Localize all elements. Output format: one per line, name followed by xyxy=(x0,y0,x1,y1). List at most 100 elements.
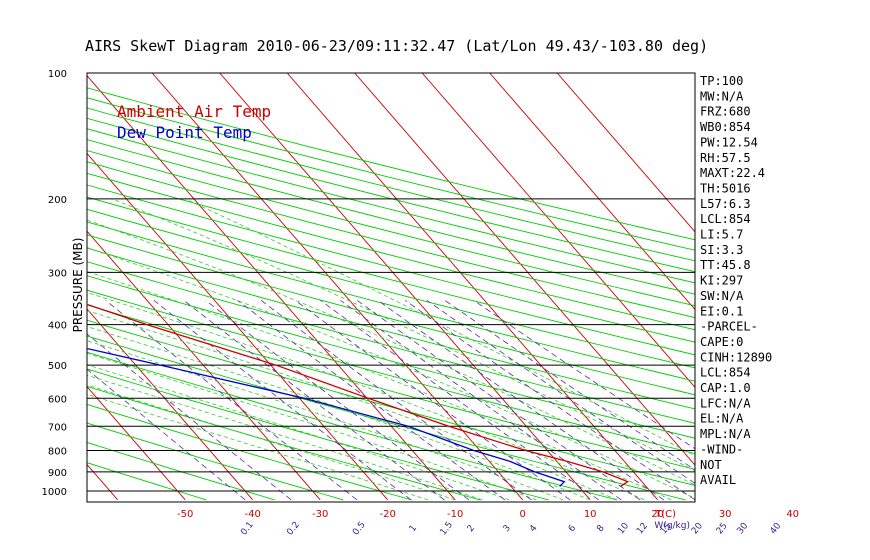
index-value: PW:12.54 xyxy=(700,135,758,149)
dry-adiabat-line xyxy=(87,351,618,501)
dry-adiabat-line xyxy=(87,196,695,356)
y-axis-label: PRESSURE (MB) xyxy=(71,238,85,333)
dry-adiabat-line xyxy=(87,462,207,501)
dry-adiabat-line xyxy=(87,422,344,501)
dry-adiabat-line xyxy=(87,172,695,331)
mixing-ratio-unit-label: W(g/kg) xyxy=(654,521,690,531)
pressure-tick-label: 500 xyxy=(48,361,67,372)
dry-adiabat-line xyxy=(87,275,695,439)
mixing-ratio-tick-label: 1 xyxy=(408,523,419,534)
mixing-ratio-tick-label: 12 xyxy=(635,521,650,536)
dry-adiabat-line xyxy=(87,247,695,410)
mixing-ratio-line xyxy=(87,368,246,501)
dry-adiabat-line xyxy=(87,97,695,251)
isotherm-line xyxy=(151,73,524,501)
temp-unit-label: T(C) xyxy=(654,509,676,520)
index-value: TP:100 xyxy=(700,74,743,88)
axis-tick-labels: 1002003004005006007008009001000-120-110-… xyxy=(42,69,800,537)
isotherm-line xyxy=(87,152,389,501)
dry-adiabat-line xyxy=(87,139,695,295)
mixing-ratio-line xyxy=(87,333,292,501)
dry-adiabat-line xyxy=(87,161,695,319)
bottom-temp-tick-label: -30 xyxy=(312,509,328,520)
dry-adiabat-line xyxy=(87,441,275,501)
index-value: EL:N/A xyxy=(700,412,744,426)
bottom-temp-tick-label: -40 xyxy=(245,509,261,520)
plot-frame xyxy=(86,72,696,503)
dry-adiabat-line xyxy=(87,261,695,424)
moist-adiabat-line xyxy=(87,247,695,499)
isotherm-line xyxy=(87,463,119,501)
mixing-ratio-tick-label: 20 xyxy=(690,521,705,536)
pressure-tick-label: 400 xyxy=(48,321,67,332)
legend: Ambient Air Temp Dew Point Temp xyxy=(117,102,271,142)
pressure-tick-label: 300 xyxy=(48,268,67,279)
moist-adiabat-line xyxy=(87,292,645,501)
bottom-temp-tick-label: 40 xyxy=(786,509,799,520)
dry-adiabat-line xyxy=(87,289,695,454)
mixing-ratio-tick-label: 0.5 xyxy=(351,520,368,537)
bottom-temp-tick-label: 20 xyxy=(651,509,664,520)
moist-adiabat-line xyxy=(87,271,672,501)
dry-adiabat-line xyxy=(87,335,686,501)
moist-adiabat-line xyxy=(87,219,695,486)
index-value: TT:45.8 xyxy=(700,258,751,272)
chart-title: AIRS SkewT Diagram 2010-06-23/09:11:32.4… xyxy=(85,37,708,55)
index-value: L57:6.3 xyxy=(700,197,751,211)
bottom-temp-tick-label: -10 xyxy=(447,509,463,520)
pressure-tick-label: 1000 xyxy=(42,487,67,498)
isotherm-line xyxy=(87,308,254,501)
pressure-tick-label: 700 xyxy=(48,422,67,433)
index-value: LI:5.7 xyxy=(700,228,743,242)
index-value: KI:297 xyxy=(700,274,743,288)
bottom-temp-tick-label: 30 xyxy=(719,509,732,520)
index-value: NOT xyxy=(700,458,722,472)
index-value: MW:N/A xyxy=(700,89,744,103)
dry-adiabat-line xyxy=(87,385,481,501)
index-value: WB0:854 xyxy=(700,120,751,134)
pressure-tick-label: 200 xyxy=(48,195,67,206)
bottom-temp-tick-label: 0 xyxy=(520,509,526,520)
moist-adiabat-line xyxy=(184,198,695,457)
isotherm-line xyxy=(556,73,695,233)
moist-adiabat-line xyxy=(87,310,618,501)
index-value: AVAIL xyxy=(700,473,736,487)
isotherm-line xyxy=(286,73,659,501)
index-value: -WIND- xyxy=(700,442,743,456)
index-value: LCL:854 xyxy=(700,366,751,380)
dry-adiabat-line xyxy=(87,150,695,307)
pressure-tick-label: 800 xyxy=(48,446,67,457)
sounding-lines xyxy=(87,303,630,487)
background-lines xyxy=(87,73,695,501)
moist-adiabat-line xyxy=(87,384,456,501)
dry-adiabat-line xyxy=(87,304,695,470)
index-value: EI:0.1 xyxy=(700,304,743,318)
bottom-temp-tick-label: 10 xyxy=(584,509,597,520)
isotherm-line xyxy=(87,386,186,501)
mixing-ratio-tick-label: 6 xyxy=(567,523,579,534)
mixing-ratio-tick-label: 8 xyxy=(595,523,607,534)
pressure-tick-label: 600 xyxy=(48,394,67,405)
dry-adiabat-line xyxy=(87,234,695,396)
mixing-ratio-line xyxy=(320,300,599,501)
mixing-ratio-tick-label: 25 xyxy=(715,521,730,536)
index-value: MPL:N/A xyxy=(700,427,751,441)
pressure-tick-label: 100 xyxy=(48,69,67,80)
pressure-tick-label: 900 xyxy=(48,468,67,479)
bottom-temp-tick-label: -50 xyxy=(177,509,193,520)
moist-adiabat-line xyxy=(87,374,483,501)
index-value: TH:5016 xyxy=(700,181,751,195)
dry-adiabat-line xyxy=(87,208,695,369)
index-value: LFC:N/A xyxy=(700,396,751,410)
mixing-ratio-tick-label: 40 xyxy=(769,521,784,536)
dry-adiabat-line xyxy=(87,184,695,343)
bottom-temp-tick-label: -20 xyxy=(380,509,396,520)
ambient-temp-line xyxy=(87,303,630,487)
mixing-ratio-tick-label: 2 xyxy=(466,523,477,534)
dry-adiabat-line xyxy=(87,403,412,501)
index-value: LCL:854 xyxy=(700,212,751,226)
index-value: SW:N/A xyxy=(700,289,744,303)
mixing-ratio-tick-label: 0.2 xyxy=(285,520,302,537)
